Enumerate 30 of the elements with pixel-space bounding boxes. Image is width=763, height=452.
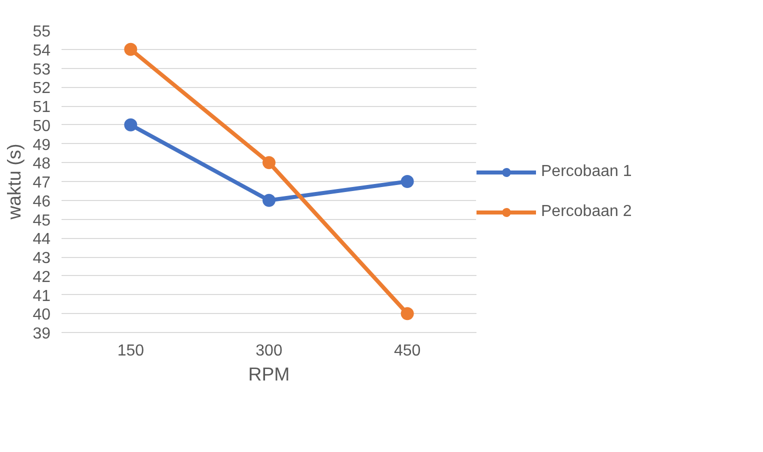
y-tick-label: 51: [32, 99, 51, 116]
y-tick-label: 45: [32, 212, 51, 230]
point: [124, 42, 138, 56]
y-tick-label: 40: [32, 306, 51, 324]
y-tick-label: 46: [32, 193, 51, 210]
y-tick-label: 47: [32, 174, 51, 192]
point: [400, 307, 414, 320]
y-tick-label: 49: [32, 136, 51, 154]
y-tick-label: 41: [32, 288, 51, 305]
legend-label: Percobaan 1: [541, 163, 632, 181]
x-tick-label: 450: [394, 342, 421, 360]
point: [262, 194, 276, 207]
point: [124, 118, 138, 132]
point: [400, 175, 414, 188]
x-tick-label: 150: [117, 342, 144, 360]
x-axis-title: RPM: [248, 364, 290, 384]
y-axis-title: waktu (s): [4, 144, 25, 220]
x-tick-label: 300: [256, 342, 282, 360]
y-tick-label: 42: [32, 268, 51, 286]
y-tick-label: 52: [32, 80, 51, 98]
y-tick-label: 43: [32, 250, 51, 267]
y-tick-label: 55: [32, 24, 51, 40]
y-tick-label: 39: [32, 326, 51, 342]
y-tick-label: 44: [32, 231, 51, 248]
y-tick-label: 53: [32, 61, 51, 78]
y-tick-label: 50: [32, 118, 51, 135]
y-tick-label: 48: [32, 156, 51, 173]
legend-label: Percobaan 2: [541, 203, 632, 221]
point: [262, 156, 276, 170]
y-tick-label: 54: [32, 42, 51, 60]
